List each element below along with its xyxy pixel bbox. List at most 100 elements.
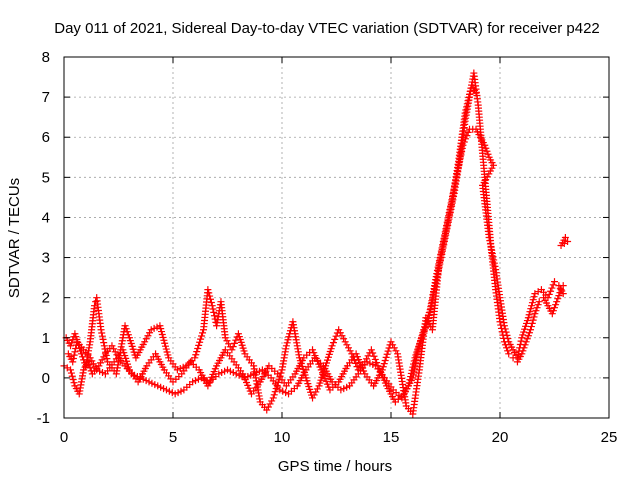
y-tick-label: 3 [42, 250, 50, 267]
data-point [513, 354, 521, 362]
data-point [525, 329, 533, 337]
data-point [95, 362, 103, 370]
data-point [443, 223, 451, 231]
data-point [364, 352, 372, 360]
y-tick-label: 2 [42, 290, 50, 307]
data-point [331, 335, 339, 343]
data-point [547, 287, 555, 295]
data-point [89, 360, 97, 368]
y-tick-label: 4 [42, 209, 50, 226]
data-point [103, 355, 111, 363]
data-point [548, 310, 556, 318]
data-point [488, 246, 496, 254]
data-point [221, 334, 229, 342]
data-point [121, 322, 129, 330]
data-point [530, 313, 538, 321]
data-point [461, 109, 469, 117]
data-point [71, 348, 79, 356]
data-point [552, 301, 560, 309]
grid [64, 57, 609, 418]
data-point [444, 217, 452, 225]
data-point [343, 341, 351, 349]
data-point [422, 314, 430, 322]
data-point [440, 239, 448, 247]
data-point [527, 305, 535, 313]
data-point [503, 344, 511, 352]
data-point [225, 340, 233, 348]
data-point [344, 344, 352, 352]
data-point [338, 332, 346, 340]
data-point [463, 103, 471, 111]
data-point [551, 278, 558, 286]
data-point [525, 311, 533, 319]
data-point [283, 339, 291, 347]
data-point [524, 314, 532, 322]
data-point [341, 338, 349, 346]
data-point [445, 210, 453, 218]
data-point [548, 284, 556, 292]
data-point [441, 233, 449, 241]
data-point [527, 326, 535, 334]
data-point [206, 292, 214, 300]
data-point [230, 339, 238, 347]
data-point [208, 302, 216, 310]
data-point [485, 234, 493, 241]
data-point [554, 295, 562, 303]
data-point [194, 344, 202, 352]
data-point [486, 237, 494, 245]
data-point [472, 89, 480, 97]
data-point [440, 236, 448, 244]
data-point [379, 363, 387, 371]
data-point [110, 345, 118, 353]
y-tick-label: 8 [42, 49, 50, 66]
data-point [191, 354, 199, 362]
data-point [491, 262, 499, 270]
data-point [529, 296, 537, 304]
data-point [442, 226, 450, 234]
data-point [146, 329, 154, 337]
data-point [340, 335, 348, 343]
data-point [544, 294, 552, 302]
data-point [193, 348, 201, 356]
axis-ticks: 0 5 10 15 20 25 -1 0 1 2 3 4 5 6 7 8 [37, 49, 618, 446]
data-point [382, 353, 390, 361]
data-point [378, 366, 386, 374]
chart-title: Day 011 of 2021, Sidereal Day-to-day VTE… [54, 20, 600, 37]
data-point [102, 351, 110, 359]
data-point [111, 348, 119, 356]
data-point [67, 366, 75, 374]
data-point [463, 132, 471, 140]
data-point [501, 325, 509, 333]
data-point [277, 369, 285, 377]
data-point [463, 100, 471, 108]
data-point [309, 394, 317, 402]
data-point [88, 357, 96, 365]
data-point [122, 325, 130, 333]
data-point [223, 337, 231, 345]
data-point [516, 340, 524, 348]
data-point [69, 358, 77, 366]
data-point [514, 350, 522, 358]
data-point [505, 350, 513, 358]
plot-frame [63, 56, 610, 419]
data-point [487, 243, 495, 251]
data-point [124, 331, 132, 339]
data-point [101, 345, 109, 353]
data-point [504, 335, 512, 343]
data-point [389, 341, 397, 349]
data-point [490, 259, 498, 267]
data-point [488, 250, 496, 258]
data-point [534, 301, 542, 309]
data-point [442, 229, 449, 237]
data-point [465, 94, 473, 102]
data-point [192, 351, 200, 359]
data-markers [60, 69, 572, 418]
data-point [207, 298, 215, 306]
data-point [100, 342, 108, 350]
data-point [504, 347, 512, 355]
data-point [530, 293, 538, 301]
data-point [465, 90, 473, 98]
data-point [489, 253, 497, 261]
